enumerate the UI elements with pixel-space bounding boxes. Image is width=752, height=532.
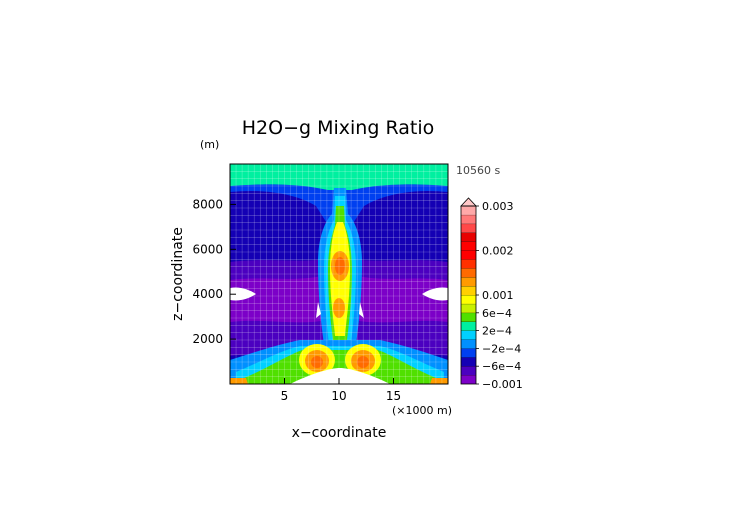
colorbar-swatch	[461, 206, 476, 215]
x-tick-label: 5	[281, 389, 289, 403]
field-violet-core	[230, 276, 448, 323]
y-unit-label: (m)	[200, 138, 219, 151]
y-tick-label: 6000	[192, 242, 223, 256]
colorbar-tick-label: −6e−4	[482, 360, 521, 373]
colorbar-swatch	[461, 268, 476, 278]
colorbar: −0.001 −6e−4 −2e−4 2e−4 6e−4 0.001 0.002 0.003	[460, 197, 523, 391]
field-white-right	[422, 287, 448, 301]
y-tick-label: 4000	[192, 287, 223, 301]
colorbar-swatch	[461, 321, 476, 331]
colorbar-overflow-arrow	[460, 197, 477, 207]
colorbar-swatch	[461, 330, 476, 340]
colorbar-swatch	[461, 357, 476, 367]
x-tick-label: 15	[386, 389, 401, 403]
colorbar-swatch	[461, 286, 476, 295]
y-tick-label: 8000	[192, 197, 223, 211]
colorbar-swatch	[461, 232, 476, 242]
field-surface-orange-left	[230, 378, 248, 384]
x-axis-ticks: 5 10 15	[281, 378, 401, 403]
y-axis-label: z−coordinate	[170, 227, 186, 321]
field-surface-orange-right	[430, 378, 448, 384]
field-white-mid-left	[316, 302, 321, 318]
colorbar-tick-label: 0.001	[482, 289, 514, 302]
y-axis-ticks: 2000 4000 6000 8000	[192, 197, 236, 346]
colorbar-tick-label: 6e−4	[482, 307, 512, 320]
colorbar-swatch	[461, 277, 476, 287]
x-axis-label: x−coordinate	[292, 425, 387, 441]
x-tick-label: 10	[331, 389, 346, 403]
field-white-left	[230, 287, 256, 301]
field-column-max-upper-inner	[335, 257, 345, 275]
field-white-mid-right	[359, 302, 364, 318]
field-max-right-core	[357, 356, 369, 368]
colorbar-tick-label: −0.001	[482, 378, 523, 391]
colorbar-swatch	[461, 295, 476, 304]
colorbar-swatch	[461, 241, 476, 251]
field-surface-gap	[290, 368, 390, 384]
colorbar-tick-label: −2e−4	[482, 342, 521, 355]
chart-title: H2O−g Mixing Ratio	[242, 117, 434, 139]
colorbar-tick-label: 2e−4	[482, 325, 512, 338]
colorbar-swatch	[461, 375, 476, 384]
colorbar-swatch	[461, 250, 476, 260]
y-tick-label: 2000	[192, 332, 223, 346]
field-top-layer	[230, 164, 448, 190]
colorbar-swatch	[461, 339, 476, 349]
colorbar-tick-label: 0.002	[482, 245, 514, 258]
grid-lines	[230, 164, 448, 384]
colorbar-swatch	[461, 214, 476, 224]
field-lower-yellow	[244, 350, 436, 384]
colorbar-swatch	[461, 259, 476, 269]
field-max-left-core	[311, 356, 323, 368]
field-column-max-lower	[333, 298, 345, 318]
colorbar-swatch	[461, 223, 476, 233]
plot-area	[230, 164, 448, 384]
colorbar-swatch	[461, 366, 476, 376]
x-unit-label: (×1000 m)	[392, 404, 452, 417]
colorbar-swatch	[461, 312, 476, 322]
colorbar-tick-label: 0.003	[482, 200, 514, 213]
time-label: 10560 s	[456, 164, 500, 177]
colorbar-swatch	[461, 348, 476, 358]
colorbar-swatch	[461, 303, 476, 313]
